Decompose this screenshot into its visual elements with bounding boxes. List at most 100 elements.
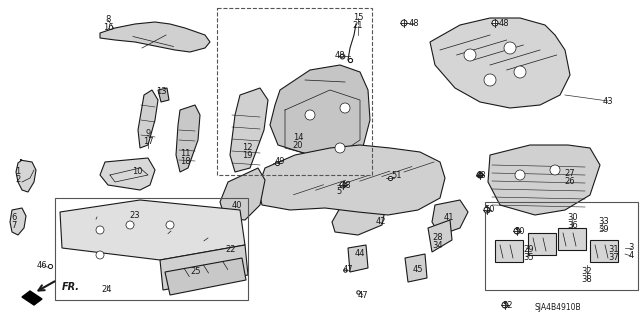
Text: 48: 48 xyxy=(476,170,486,180)
Circle shape xyxy=(514,228,520,234)
Circle shape xyxy=(515,170,525,180)
Circle shape xyxy=(340,103,350,113)
Text: 45: 45 xyxy=(413,264,423,273)
Text: 13: 13 xyxy=(156,87,166,97)
Circle shape xyxy=(514,66,526,78)
Text: 28: 28 xyxy=(433,233,444,241)
Text: 25: 25 xyxy=(191,268,201,277)
Text: 46: 46 xyxy=(36,261,47,270)
Text: 40: 40 xyxy=(232,201,243,210)
Text: 47: 47 xyxy=(358,291,368,300)
Text: 1: 1 xyxy=(15,167,20,176)
Circle shape xyxy=(484,207,490,213)
Text: 48: 48 xyxy=(340,181,351,189)
Polygon shape xyxy=(158,88,169,102)
Text: 17: 17 xyxy=(143,137,154,145)
Text: 7: 7 xyxy=(12,221,17,231)
Polygon shape xyxy=(428,220,452,252)
Text: 41: 41 xyxy=(444,213,454,222)
Polygon shape xyxy=(430,18,570,108)
Text: 8: 8 xyxy=(106,16,111,25)
Text: 37: 37 xyxy=(609,253,620,262)
Polygon shape xyxy=(230,88,268,172)
Text: 16: 16 xyxy=(102,24,113,33)
Polygon shape xyxy=(165,258,246,295)
Text: 21: 21 xyxy=(353,21,364,31)
Text: 48: 48 xyxy=(409,19,419,27)
Circle shape xyxy=(464,49,476,61)
Polygon shape xyxy=(22,291,42,305)
Circle shape xyxy=(340,182,346,188)
Text: 18: 18 xyxy=(180,158,190,167)
Polygon shape xyxy=(558,228,586,250)
Text: 11: 11 xyxy=(180,150,190,159)
Circle shape xyxy=(166,221,174,229)
Text: 19: 19 xyxy=(242,151,252,160)
Polygon shape xyxy=(348,245,368,272)
Polygon shape xyxy=(220,168,265,220)
Circle shape xyxy=(550,165,560,175)
Polygon shape xyxy=(16,160,36,192)
Text: 48: 48 xyxy=(499,19,509,27)
Text: 50: 50 xyxy=(515,226,525,235)
Text: 34: 34 xyxy=(433,241,444,249)
Circle shape xyxy=(477,172,483,178)
Polygon shape xyxy=(10,208,26,235)
Text: 22: 22 xyxy=(226,244,236,254)
Text: 23: 23 xyxy=(130,211,140,219)
Text: 6: 6 xyxy=(12,213,17,222)
Text: 43: 43 xyxy=(603,97,613,106)
Polygon shape xyxy=(176,105,200,172)
Polygon shape xyxy=(590,240,618,262)
Polygon shape xyxy=(270,65,370,168)
Circle shape xyxy=(504,42,516,54)
Text: 2: 2 xyxy=(15,175,20,184)
Text: 42: 42 xyxy=(376,218,387,226)
Circle shape xyxy=(96,251,104,259)
Text: 15: 15 xyxy=(353,13,364,23)
Circle shape xyxy=(126,221,134,229)
Text: 27: 27 xyxy=(564,168,575,177)
Text: 36: 36 xyxy=(568,221,579,231)
Polygon shape xyxy=(138,90,158,148)
Polygon shape xyxy=(100,158,155,190)
Text: 9: 9 xyxy=(145,129,150,137)
Text: 38: 38 xyxy=(582,275,593,284)
Polygon shape xyxy=(488,145,600,215)
Bar xyxy=(55,198,248,300)
Text: FR.: FR. xyxy=(62,282,80,292)
Text: 10: 10 xyxy=(132,167,142,175)
Polygon shape xyxy=(432,200,468,235)
Text: 39: 39 xyxy=(598,226,609,234)
Polygon shape xyxy=(528,233,556,255)
Text: 35: 35 xyxy=(524,253,534,262)
Circle shape xyxy=(401,20,407,26)
Text: 14: 14 xyxy=(292,133,303,143)
Text: 44: 44 xyxy=(355,249,365,257)
Circle shape xyxy=(484,74,496,86)
Text: 20: 20 xyxy=(292,142,303,151)
Text: 50: 50 xyxy=(484,205,495,214)
Circle shape xyxy=(305,110,315,120)
Text: 52: 52 xyxy=(503,300,513,309)
Circle shape xyxy=(502,302,508,308)
Text: 32: 32 xyxy=(582,266,592,276)
Text: 3: 3 xyxy=(628,243,634,253)
Polygon shape xyxy=(160,245,248,290)
Bar xyxy=(217,8,372,175)
Text: 33: 33 xyxy=(598,218,609,226)
Text: 12: 12 xyxy=(242,143,252,152)
Text: 49: 49 xyxy=(275,158,285,167)
Text: 4: 4 xyxy=(628,251,634,261)
Text: 30: 30 xyxy=(568,213,579,222)
Polygon shape xyxy=(60,200,245,260)
Circle shape xyxy=(335,143,345,153)
Circle shape xyxy=(96,226,104,234)
Polygon shape xyxy=(258,145,445,215)
Text: 24: 24 xyxy=(102,285,112,293)
Text: 47: 47 xyxy=(342,265,353,275)
Text: 29: 29 xyxy=(524,244,534,254)
Text: 31: 31 xyxy=(609,244,620,254)
Text: 5: 5 xyxy=(337,188,342,197)
Polygon shape xyxy=(100,22,210,52)
